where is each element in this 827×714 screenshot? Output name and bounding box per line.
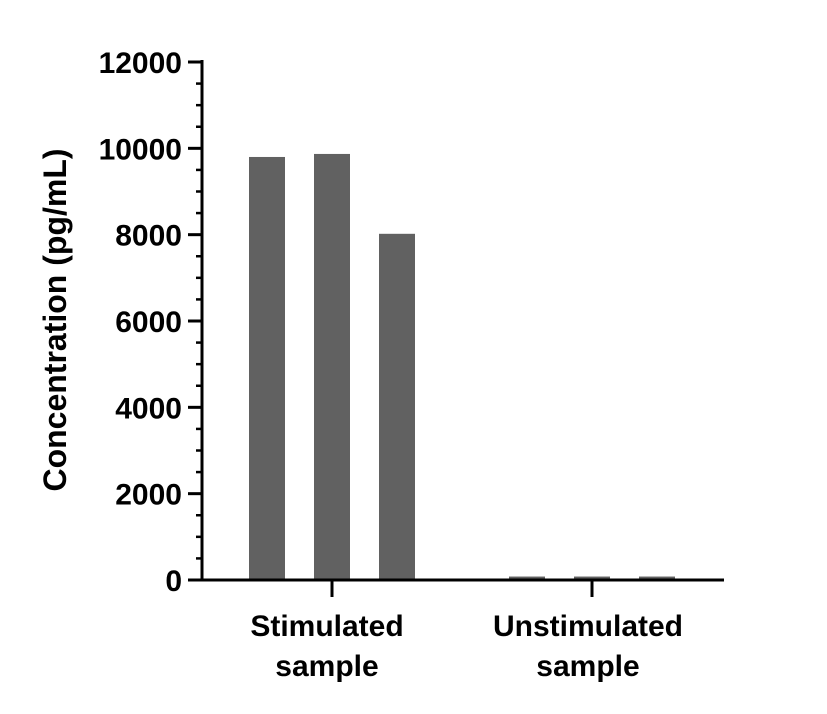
y-tick-label: 2000 bbox=[115, 479, 182, 512]
y-tick-label: 0 bbox=[165, 565, 182, 598]
bar-g1-1 bbox=[249, 156, 285, 580]
plot-area: 0 2000 4000 6000 8000 10000 12000 Stimulated sam… bbox=[99, 47, 724, 683]
x-category-label: sample bbox=[536, 650, 639, 683]
bar-g2-1 bbox=[509, 576, 545, 580]
y-tick-label: 10000 bbox=[99, 133, 182, 166]
x-category-label: Stimulated bbox=[250, 610, 403, 643]
x-category-label: sample bbox=[275, 650, 378, 683]
y-tick-label: 8000 bbox=[115, 220, 182, 253]
y-tick-label: 6000 bbox=[115, 306, 182, 339]
y-axis-title: Concentration (pg/mL) bbox=[37, 148, 73, 491]
bar-g1-2 bbox=[314, 153, 350, 580]
x-category-label: Unstimulated bbox=[493, 610, 683, 643]
bar-g2-2 bbox=[574, 576, 610, 580]
y-tick-label: 12000 bbox=[99, 47, 182, 80]
bar-g1-3 bbox=[379, 233, 415, 580]
y-tick-label: 4000 bbox=[115, 392, 182, 425]
bar-g2-3 bbox=[639, 576, 675, 580]
